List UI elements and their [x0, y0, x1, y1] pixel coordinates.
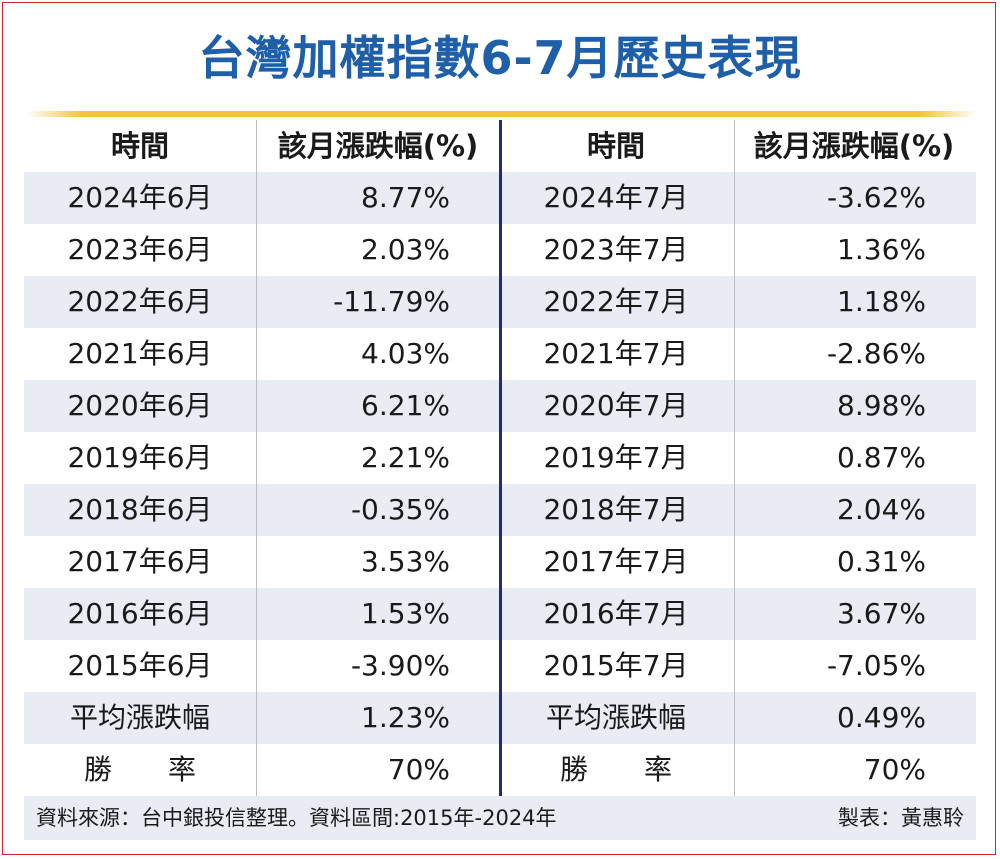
change-cell: -3.62% — [826, 181, 926, 214]
source-note: 資料來源：台中銀投信整理。資料區間:2015年-2024年 — [36, 806, 557, 830]
period-cell: 勝 率 — [83, 753, 196, 786]
change-cell: 70% — [863, 753, 926, 786]
june-row: 2020年6月 6.21% — [24, 380, 500, 432]
june-row: 2018年6月 -0.35% — [24, 484, 500, 536]
june-header-row: 時間 該月漲跌幅(%) — [24, 120, 500, 172]
column-divider — [256, 120, 257, 796]
period-cell: 2016年7月 — [543, 597, 689, 630]
july-table: 時間 該月漲跌幅(%) 2024年7月 -3.62% 2023年7月 1.36% 202… — [500, 120, 976, 796]
june-row: 2017年6月 3.53% — [24, 536, 500, 588]
july-row: 2024年7月 -3.62% — [500, 172, 976, 224]
july-row: 2017年7月 0.31% — [500, 536, 976, 588]
change-cell: 70% — [387, 753, 450, 786]
period-cell: 2021年6月 — [67, 337, 213, 370]
period-cell: 2024年7月 — [543, 181, 689, 214]
change-cell: 2.21% — [361, 441, 450, 474]
period-cell: 勝 率 — [559, 753, 672, 786]
period-cell: 2017年7月 — [543, 545, 689, 578]
period-cell: 2019年7月 — [543, 441, 689, 474]
july-row: 2020年7月 8.98% — [500, 380, 976, 432]
change-cell: 3.53% — [361, 545, 450, 578]
period-cell: 2015年7月 — [543, 649, 689, 682]
period-cell: 平均漲跌幅 — [545, 701, 686, 734]
period-cell: 2023年6月 — [67, 233, 213, 266]
june-row: 2016年6月 1.53% — [24, 588, 500, 640]
change-cell: 0.87% — [837, 441, 926, 474]
title-underline — [26, 111, 976, 117]
header-change: 該月漲跌幅(%) — [753, 129, 955, 163]
period-cell: 2019年6月 — [67, 441, 213, 474]
july-row: 平均漲跌幅 0.49% — [500, 692, 976, 744]
change-cell: 8.77% — [361, 181, 450, 214]
header-change: 該月漲跌幅(%) — [277, 129, 479, 163]
june-row: 2019年6月 2.21% — [24, 432, 500, 484]
change-cell: 2.04% — [837, 493, 926, 526]
period-cell: 2021年7月 — [543, 337, 689, 370]
change-cell: 0.49% — [837, 701, 926, 734]
change-cell: -0.35% — [350, 493, 450, 526]
change-cell: 1.53% — [361, 597, 450, 630]
header-period: 時間 — [586, 129, 645, 163]
period-cell: 2022年7月 — [543, 285, 689, 318]
july-row: 2016年7月 3.67% — [500, 588, 976, 640]
june-row: 勝 率 70% — [24, 744, 500, 796]
change-cell: 1.23% — [361, 701, 450, 734]
period-cell: 2020年6月 — [67, 389, 213, 422]
june-row: 2021年6月 4.03% — [24, 328, 500, 380]
change-cell: 4.03% — [361, 337, 450, 370]
july-header-row: 時間 該月漲跌幅(%) — [500, 120, 976, 172]
change-cell: -2.86% — [826, 337, 926, 370]
period-cell: 2018年6月 — [67, 493, 213, 526]
june-row: 2024年6月 8.77% — [24, 172, 500, 224]
period-cell: 2018年7月 — [543, 493, 689, 526]
july-row: 2023年7月 1.36% — [500, 224, 976, 276]
change-cell: 8.98% — [837, 389, 926, 422]
change-cell: 1.18% — [837, 285, 926, 318]
july-row: 2021年7月 -2.86% — [500, 328, 976, 380]
july-row: 2019年7月 0.87% — [500, 432, 976, 484]
period-cell: 平均漲跌幅 — [69, 701, 210, 734]
period-cell: 2017年6月 — [67, 545, 213, 578]
period-cell: 2023年7月 — [543, 233, 689, 266]
footer-bar — [24, 796, 976, 840]
june-row: 2022年6月 -11.79% — [24, 276, 500, 328]
change-cell: 2.03% — [361, 233, 450, 266]
july-row: 勝 率 70% — [500, 744, 976, 796]
june-table: 時間 該月漲跌幅(%) 2024年6月 8.77% 2023年6月 2.03% 2022… — [24, 120, 500, 796]
june-row: 2023年6月 2.03% — [24, 224, 500, 276]
author-note: 製表：黃惠聆 — [838, 806, 964, 830]
column-divider — [734, 120, 735, 796]
july-row: 2022年7月 1.18% — [500, 276, 976, 328]
june-row: 平均漲跌幅 1.23% — [24, 692, 500, 744]
change-cell: 1.36% — [837, 233, 926, 266]
change-cell: 3.67% — [837, 597, 926, 630]
july-row: 2018年7月 2.04% — [500, 484, 976, 536]
june-row: 2015年6月 -3.90% — [24, 640, 500, 692]
data-table: 時間 該月漲跌幅(%) 2024年6月 8.77% 2023年6月 2.03% 2022… — [24, 120, 976, 796]
period-cell: 2015年6月 — [67, 649, 213, 682]
change-cell: -7.05% — [826, 649, 926, 682]
period-cell: 2020年7月 — [543, 389, 689, 422]
chart-title: 台灣加權指數6-7月歷史表現 — [198, 31, 802, 85]
change-cell: -3.90% — [350, 649, 450, 682]
change-cell: 0.31% — [837, 545, 926, 578]
period-cell: 2024年6月 — [67, 181, 213, 214]
header-period: 時間 — [110, 129, 169, 163]
july-row: 2015年7月 -7.05% — [500, 640, 976, 692]
change-cell: -11.79% — [333, 285, 450, 318]
change-cell: 6.21% — [361, 389, 450, 422]
period-cell: 2022年6月 — [67, 285, 213, 318]
period-cell: 2016年6月 — [67, 597, 213, 630]
month-divider — [499, 120, 502, 796]
